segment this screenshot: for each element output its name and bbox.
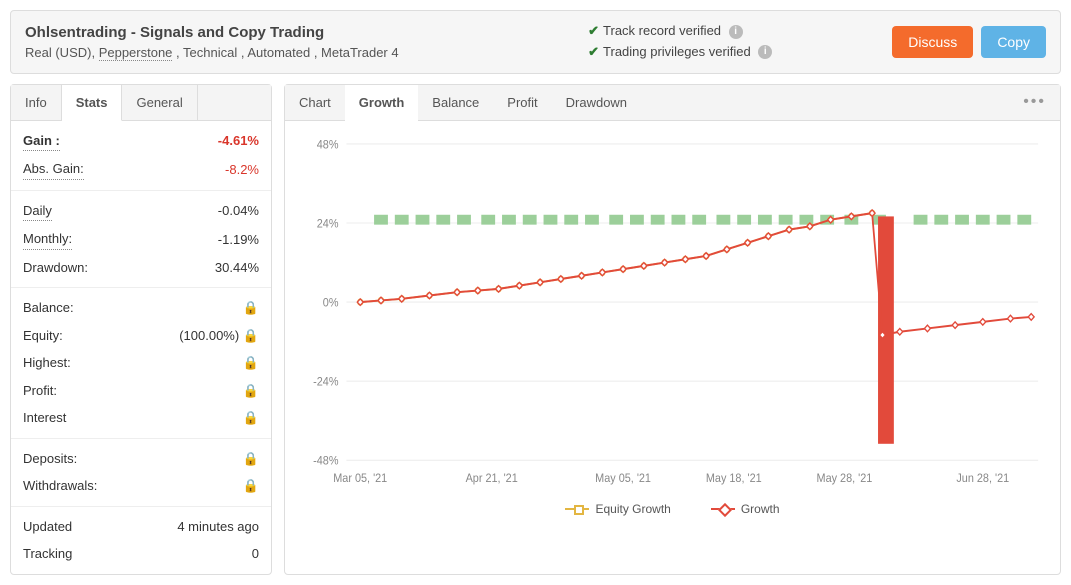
chart-panel: Chart Growth Balance Profit Drawdown •••… [284,84,1061,575]
info-icon[interactable]: i [729,25,743,39]
tab-general[interactable]: General [122,85,197,120]
svg-text:-48%: -48% [313,455,338,468]
stat-interest: Interest🔒 [11,404,271,432]
svg-text:0%: 0% [323,297,339,310]
tab-profit-chart[interactable]: Profit [493,85,551,120]
stat-tracking: Tracking0 [11,540,271,568]
stat-absgain: Abs. Gain:-8.2% [11,155,271,184]
stat-deposits: Deposits:🔒 [11,445,271,473]
discuss-button[interactable]: Discuss [892,26,973,58]
svg-text:Jun 28, '21: Jun 28, '21 [956,472,1009,485]
lock-icon: 🔒 [243,353,259,373]
stat-profit: Profit:🔒 [11,377,271,405]
stat-highest: Highest:🔒 [11,349,271,377]
lock-icon: 🔒 [243,449,259,469]
svg-text:48%: 48% [317,138,339,151]
lock-icon: 🔒 [243,328,259,343]
chart-tabs: Chart Growth Balance Profit Drawdown ••• [285,85,1060,121]
lock-icon: 🔒 [243,298,259,318]
stat-gain: Gain :-4.61% [11,127,271,156]
sidebar-tabs: Info Stats General [11,85,271,121]
tab-growth[interactable]: Growth [345,85,419,121]
page-title: Ohlsentrading - Signals and Copy Trading [25,24,588,41]
lock-icon: 🔒 [243,381,259,401]
stat-monthly: Monthly:-1.19% [11,225,271,254]
info-icon[interactable]: i [758,45,772,59]
tab-stats[interactable]: Stats [62,85,123,121]
page-subtitle: Real (USD), Pepperstone , Technical , Au… [25,45,588,60]
check-icon: ✔ [588,44,599,59]
tab-info[interactable]: Info [11,85,62,120]
svg-text:May 28, '21: May 28, '21 [817,472,873,485]
legend-growth: Growth [741,502,780,516]
verify-privileges: ✔Trading privileges verified i [588,42,772,63]
lock-icon: 🔒 [243,408,259,428]
stat-drawdown: Drawdown:30.44% [11,254,271,282]
check-icon: ✔ [588,23,599,38]
menu-dots-icon[interactable]: ••• [1009,93,1060,111]
chart-legend: Equity Growth Growth [297,496,1048,522]
legend-equity: Equity Growth [595,502,670,516]
tab-drawdown-chart[interactable]: Drawdown [552,85,641,120]
tab-chart[interactable]: Chart [285,85,345,120]
broker-link[interactable]: Pepperstone [99,45,173,61]
stat-balance: Balance:🔒 [11,294,271,322]
stats-sidebar: Info Stats General Gain :-4.61% Abs. Gai… [10,84,272,575]
tab-balance-chart[interactable]: Balance [418,85,493,120]
lock-icon: 🔒 [243,476,259,496]
stat-updated: Updated4 minutes ago [11,513,271,541]
stat-withdrawals: Withdrawals:🔒 [11,472,271,500]
growth-chart: 48% 24% 0% -24% -48% Mar 05, '21 Apr 21, '21 Ma… [297,133,1048,493]
copy-button[interactable]: Copy [981,26,1046,58]
header-bar: Ohlsentrading - Signals and Copy Trading… [10,10,1061,74]
svg-text:Apr 21, '21: Apr 21, '21 [466,472,518,485]
stat-daily: Daily-0.04% [11,197,271,226]
svg-text:May 05, '21: May 05, '21 [595,472,651,485]
svg-text:May 18, '21: May 18, '21 [706,472,762,485]
verify-track-record: ✔Track record verified i [588,21,772,42]
stat-equity: Equity:(100.00%) 🔒 [11,322,271,350]
svg-text:Mar 05, '21: Mar 05, '21 [333,472,387,485]
svg-text:24%: 24% [317,218,339,231]
svg-text:-24%: -24% [313,376,338,389]
